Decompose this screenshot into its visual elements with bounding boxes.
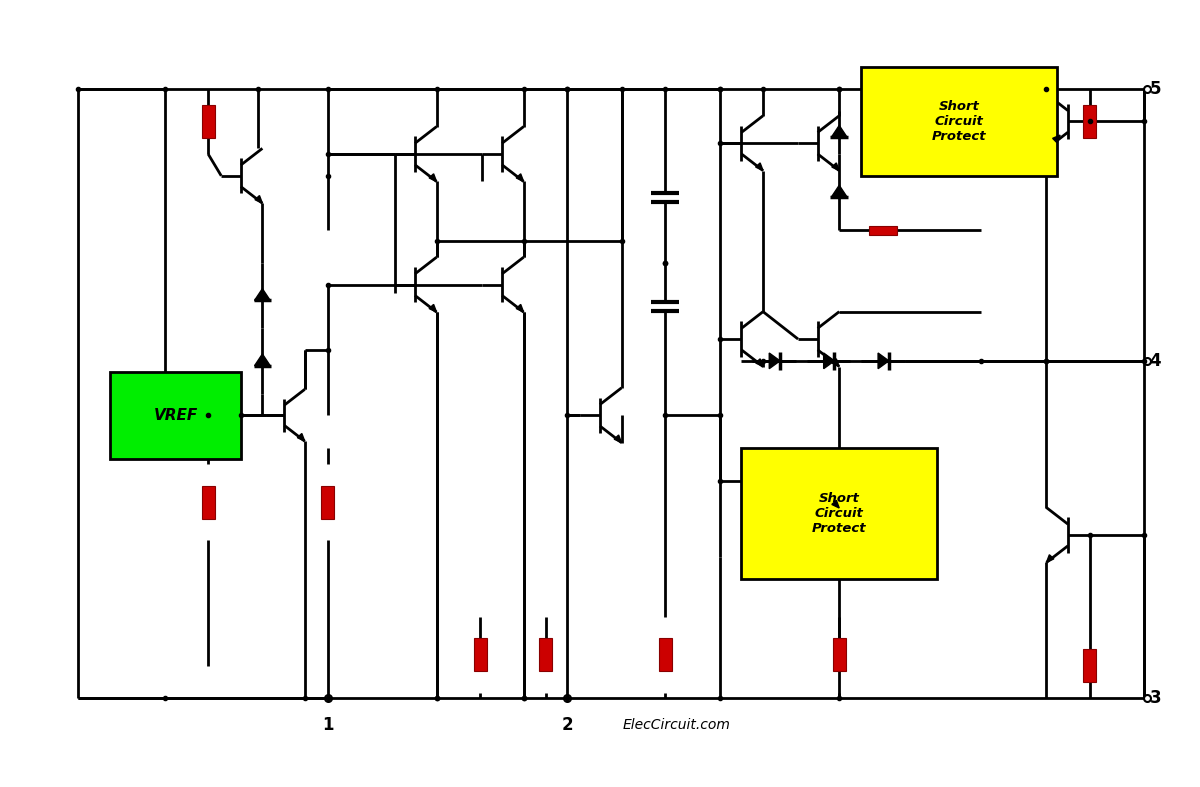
Polygon shape [298, 434, 305, 442]
FancyBboxPatch shape [110, 371, 241, 459]
Text: 1: 1 [322, 716, 334, 734]
Bar [833, 638, 846, 671]
Bar [322, 486, 335, 519]
Polygon shape [832, 185, 847, 197]
Polygon shape [254, 289, 270, 301]
Polygon shape [832, 501, 839, 508]
Text: 5: 5 [1150, 79, 1162, 98]
Polygon shape [832, 163, 839, 171]
Polygon shape [832, 125, 847, 137]
Polygon shape [516, 305, 523, 312]
Text: VREF: VREF [154, 408, 198, 423]
Polygon shape [878, 353, 889, 368]
Bar [1084, 105, 1097, 138]
Text: 3: 3 [1150, 689, 1162, 708]
FancyBboxPatch shape [742, 448, 937, 578]
Bar [202, 105, 215, 138]
Text: Short
Circuit
Protect: Short Circuit Protect [932, 100, 986, 143]
Text: 4: 4 [1150, 352, 1162, 370]
Polygon shape [430, 305, 437, 312]
Text: 2: 2 [562, 716, 574, 734]
Polygon shape [756, 359, 763, 367]
Text: Short
Circuit
Protect: Short Circuit Protect [812, 492, 866, 534]
Polygon shape [756, 163, 763, 171]
Polygon shape [769, 353, 780, 368]
Polygon shape [254, 354, 270, 366]
Polygon shape [832, 359, 839, 367]
Bar [539, 638, 552, 671]
FancyBboxPatch shape [862, 67, 1057, 176]
Bar [1084, 649, 1097, 682]
Bar [869, 226, 896, 235]
Polygon shape [254, 196, 263, 203]
Polygon shape [1046, 555, 1054, 563]
Text: ElecCircuit.com: ElecCircuit.com [623, 719, 730, 733]
Polygon shape [516, 174, 523, 182]
Bar [202, 486, 215, 519]
Polygon shape [1052, 135, 1060, 142]
Polygon shape [430, 174, 437, 182]
Bar [659, 638, 672, 671]
Polygon shape [823, 353, 834, 368]
Polygon shape [614, 435, 622, 443]
Bar [474, 638, 487, 671]
